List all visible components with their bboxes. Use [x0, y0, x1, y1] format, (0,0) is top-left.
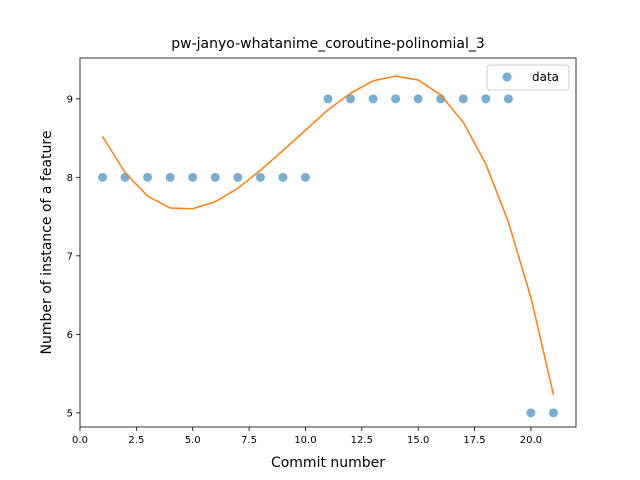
data-point	[165, 172, 175, 182]
y-tick-label: 8	[67, 173, 73, 184]
data-point	[188, 172, 198, 182]
x-tick-label: 12.5	[351, 435, 373, 446]
data-point	[210, 172, 220, 182]
data-point	[120, 172, 130, 182]
y-tick-label: 5	[67, 408, 73, 419]
plot-frame	[79, 57, 577, 428]
data-point	[278, 172, 288, 182]
data-point	[548, 408, 558, 418]
data-point	[481, 94, 491, 104]
chart-title: pw-janyo-whatanime_coroutine-polinomial_…	[171, 36, 485, 52]
x-tick-label: 20.0	[520, 435, 542, 446]
data-point	[323, 94, 333, 104]
x-tick-label: 15.0	[407, 435, 429, 446]
x-axis-ticks: 0.0 2.5 5.0 7.5 10.0 12.5 15.0 17.5 20.0	[72, 427, 542, 446]
x-tick-label: 2.5	[128, 435, 144, 446]
y-axis-ticks: 5 6 7 8 9	[67, 94, 80, 419]
x-tick-label: 10.0	[294, 435, 316, 446]
x-tick-label: 7.5	[241, 435, 257, 446]
x-tick-label: 5.0	[185, 435, 201, 446]
data-point	[300, 172, 310, 182]
y-tick-label: 9	[67, 94, 73, 105]
x-axis-label: Commit number	[271, 455, 385, 471]
data-point	[526, 408, 536, 418]
data-point	[98, 172, 108, 182]
data-point	[368, 94, 378, 104]
data-point	[413, 94, 423, 104]
legend-entry-data: data	[532, 70, 559, 84]
data-point	[458, 94, 468, 104]
legend-box	[486, 64, 570, 91]
data-point	[391, 94, 401, 104]
x-tick-label: 0.0	[72, 435, 88, 446]
x-tick-label: 17.5	[463, 435, 485, 446]
data-point	[503, 94, 513, 104]
y-tick-label: 7	[67, 251, 73, 262]
data-point	[233, 172, 243, 182]
legend: data	[486, 64, 570, 91]
plot-area	[98, 75, 558, 418]
fit-line	[101, 75, 555, 395]
y-tick-label: 6	[67, 330, 73, 341]
data-point	[255, 172, 265, 182]
data-point	[143, 172, 153, 182]
y-axis-label: Number of instance of a feature	[39, 131, 55, 355]
legend-marker-data	[502, 72, 512, 82]
data-point	[346, 94, 356, 104]
